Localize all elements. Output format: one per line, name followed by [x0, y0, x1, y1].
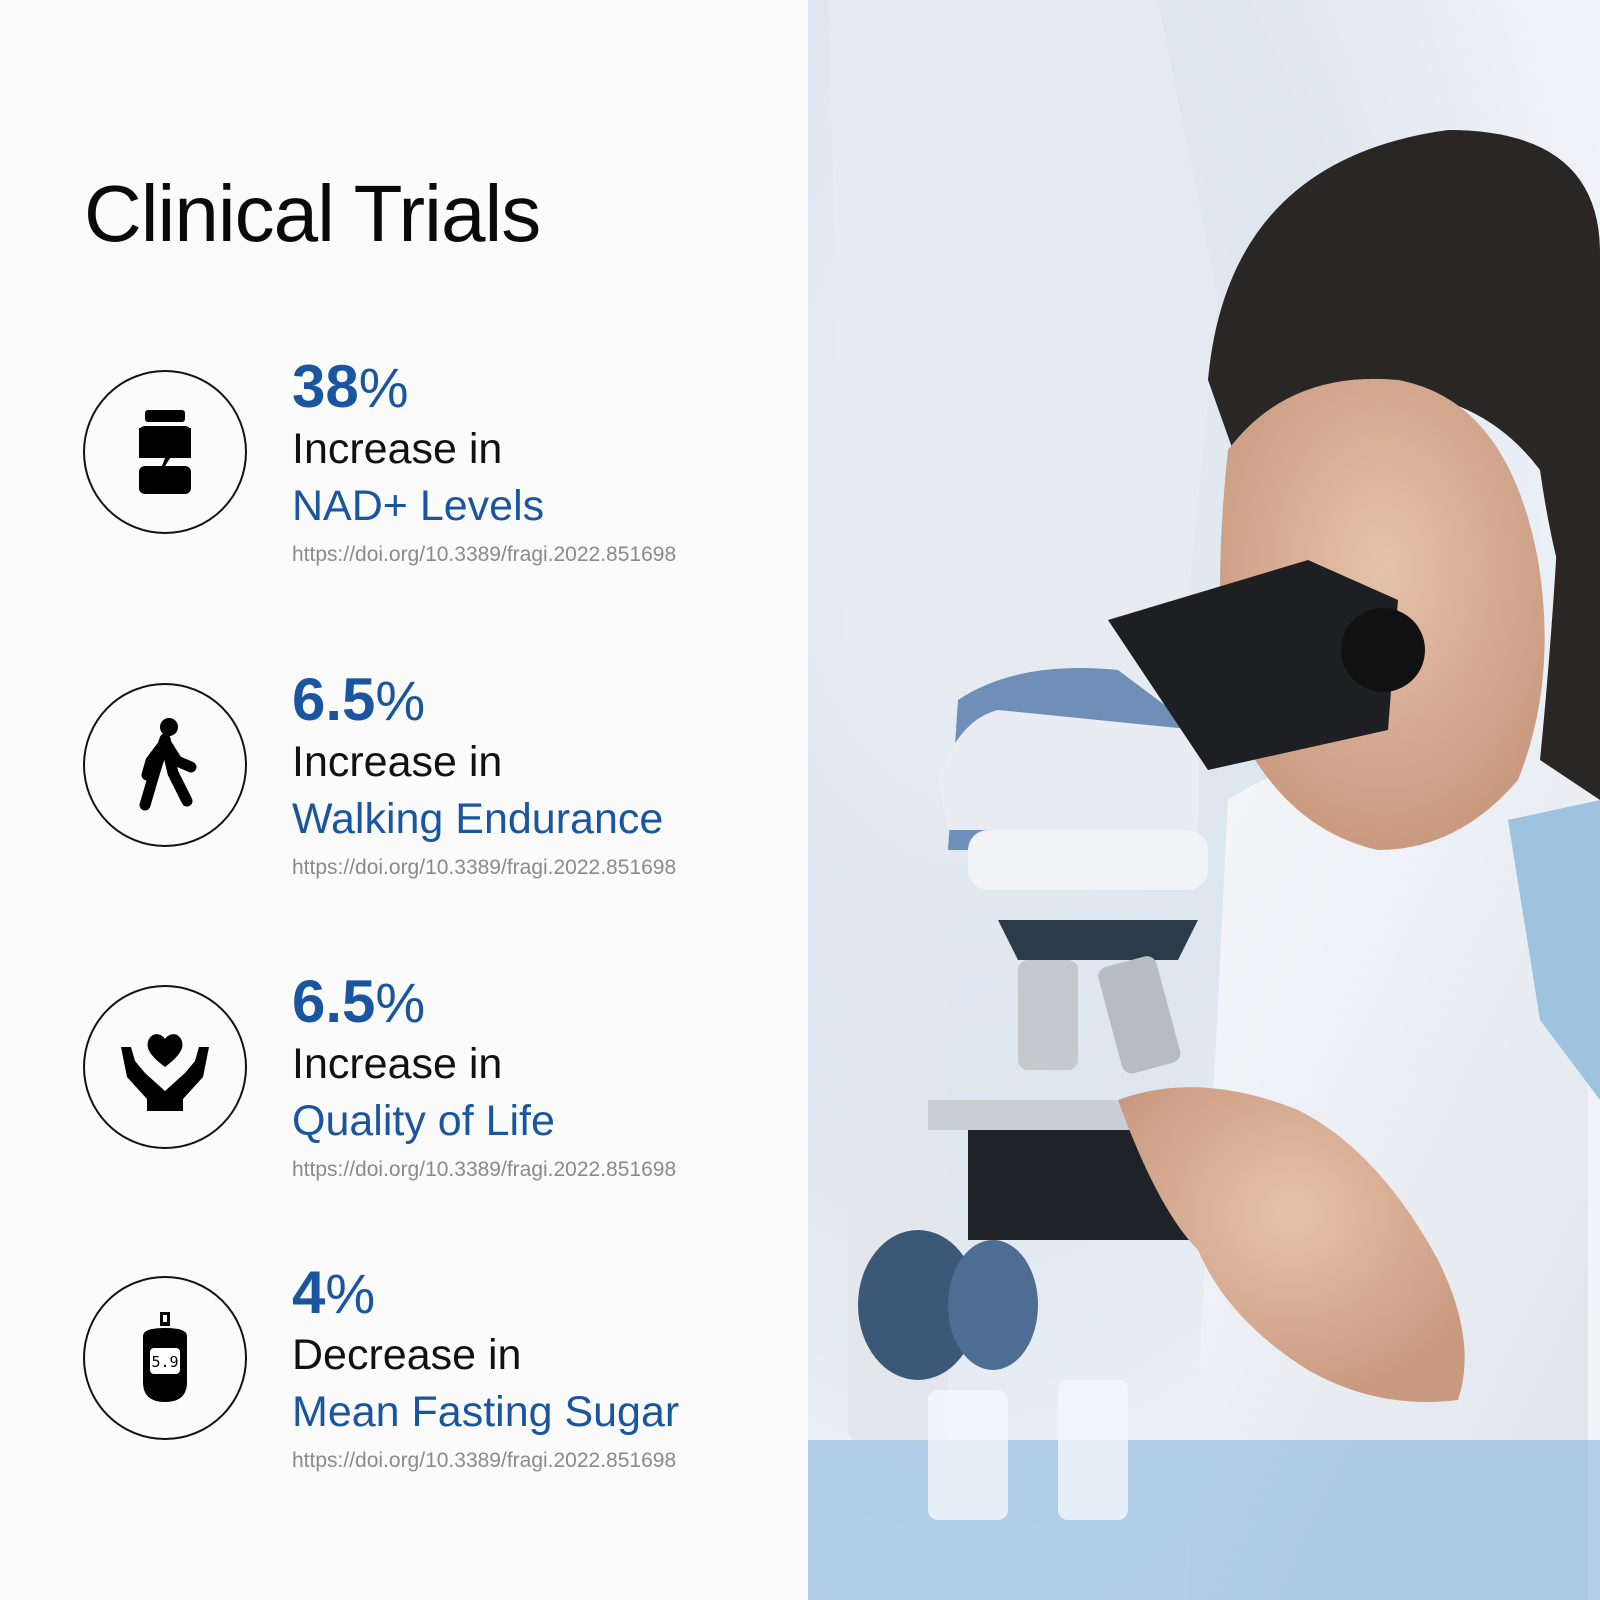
walking-person-icon [83, 683, 247, 847]
stat-walking-endurance: 6.5% Increase in Walking Endurance https… [0, 667, 808, 933]
stat-metric: Walking Endurance [292, 795, 664, 843]
stat-metric: Mean Fasting Sugar [292, 1388, 680, 1436]
supplement-jar-icon [83, 370, 247, 534]
doi-link[interactable]: https://doi.org/10.3389/fragi.2022.85169… [292, 1449, 677, 1472]
stat-unit: % [325, 1262, 376, 1325]
stat-label: Increase in [292, 425, 503, 473]
stat-label: Decrease in [292, 1331, 522, 1379]
stat-label: Increase in [292, 738, 503, 786]
stat-value: 6.5 [292, 666, 376, 733]
doi-link[interactable]: https://doi.org/10.3389/fragi.2022.85169… [292, 543, 677, 566]
stat-unit: % [375, 971, 426, 1034]
stat-fasting-sugar: 5.9 4% Decrease in Mean Fasting Sugar ht… [0, 1260, 808, 1526]
stat-metric: Quality of Life [292, 1097, 555, 1145]
stat-value: 4 [292, 1259, 326, 1326]
doi-link[interactable]: https://doi.org/10.3389/fragi.2022.85169… [292, 1158, 677, 1181]
left-panel: Clinical Trials 38% Increase in NAD+ Lev… [0, 169, 808, 1526]
glucose-meter-icon: 5.9 [83, 1276, 247, 1440]
stat-unit: % [358, 356, 409, 419]
meter-reading: 5.9 [151, 1353, 178, 1371]
stat-value: 38 [292, 353, 359, 420]
heart-hands-icon [83, 985, 247, 1149]
stat-quality-of-life: 6.5% Increase in Quality of Life https:/… [0, 969, 808, 1235]
doi-link[interactable]: https://doi.org/10.3389/fragi.2022.85169… [292, 856, 677, 879]
stat-metric: NAD+ Levels [292, 482, 545, 530]
stat-label: Increase in [292, 1040, 503, 1088]
scientist-microscope-photo [808, 0, 1600, 1600]
stat-value: 6.5 [292, 968, 376, 1035]
stat-nad-levels: 38% Increase in NAD+ Levels https://doi.… [0, 354, 808, 620]
stat-unit: % [375, 669, 426, 732]
page-title: Clinical Trials [84, 169, 541, 258]
